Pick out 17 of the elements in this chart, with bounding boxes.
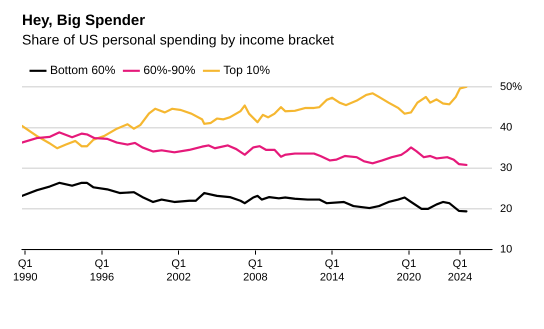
y-tick-label: 50% bbox=[500, 80, 522, 93]
x-tick-label: Q1 2002 bbox=[166, 258, 191, 284]
legend-label: 60%-90% bbox=[143, 63, 196, 78]
legend-label: Bottom 60% bbox=[50, 63, 116, 78]
x-tick-label: Q1 2014 bbox=[320, 258, 344, 284]
x-tick-label: Q1 2020 bbox=[396, 258, 422, 284]
y-tick-label: 40 bbox=[500, 122, 512, 134]
x-tick-label: Q1 2024 bbox=[448, 258, 472, 284]
x-tick-label: Q1 1990 bbox=[12, 258, 38, 284]
x-tick-label: Q1 1996 bbox=[90, 258, 114, 284]
x-tick-label: Q1 2008 bbox=[243, 258, 268, 284]
y-tick-label: 20 bbox=[500, 202, 512, 215]
chart-title: Hey, Big Spender bbox=[22, 12, 146, 30]
chart-subtitle: Share of US personal spending by income bracket bbox=[22, 31, 334, 48]
y-tick-label: 30 bbox=[500, 162, 512, 174]
legend-label: Top 10% bbox=[223, 63, 270, 78]
y-tick-label: 10 bbox=[500, 244, 512, 256]
